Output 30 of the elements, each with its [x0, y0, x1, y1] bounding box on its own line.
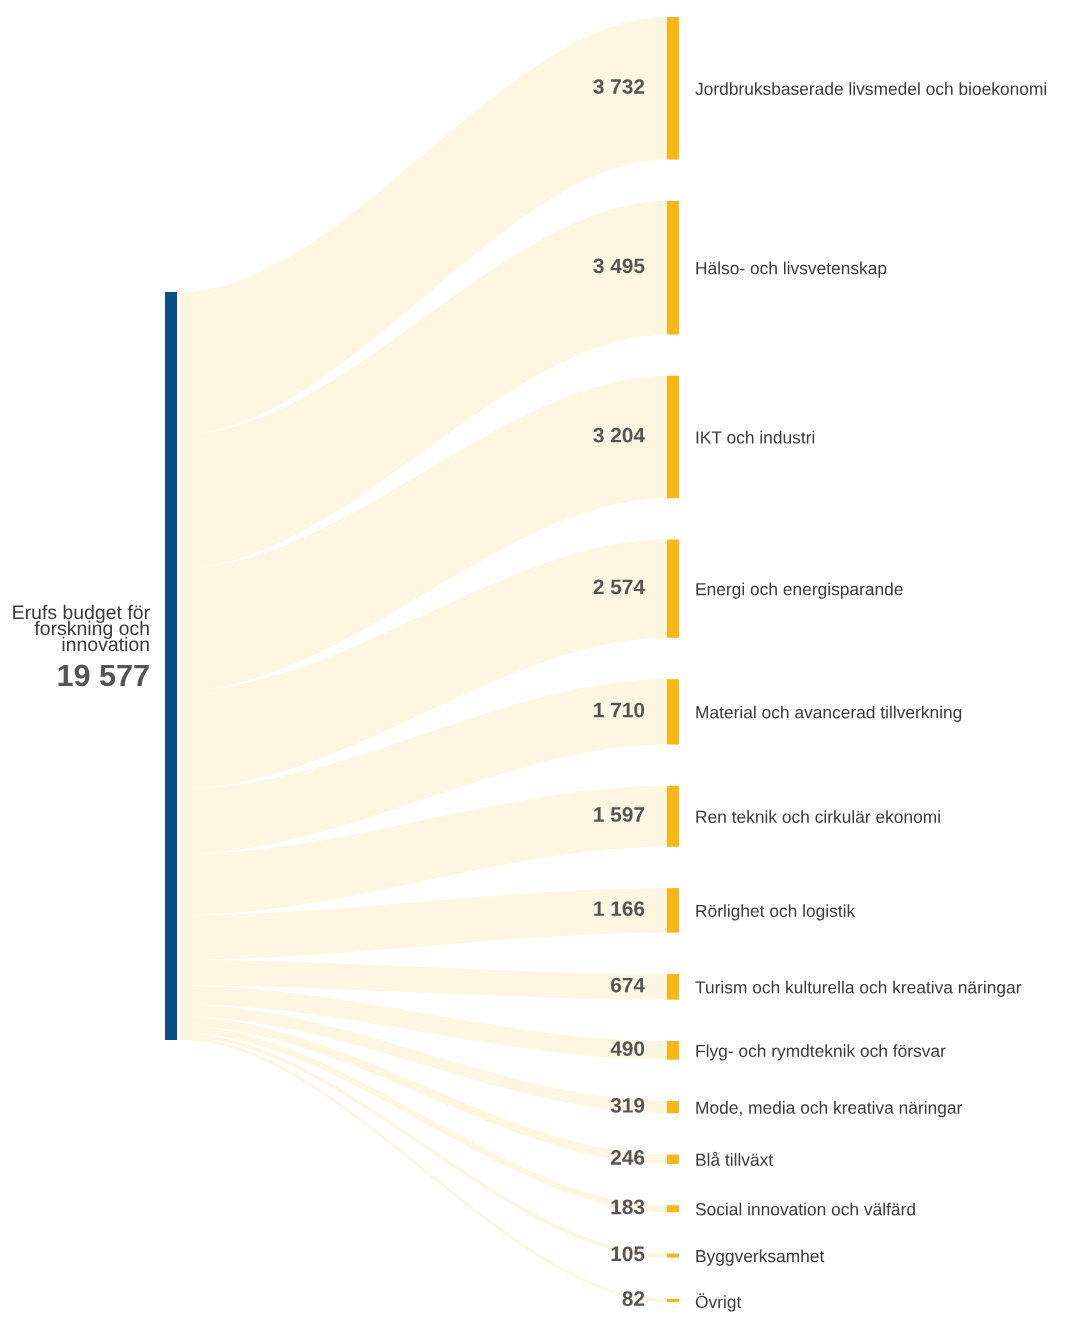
- category-label: Material och avancerad tillverkning: [696, 705, 962, 722]
- text: 19 577: [58, 664, 149, 687]
- data-label: 246: [610, 1150, 645, 1165]
- data-label: 1 597: [594, 807, 645, 822]
- data-label: 674: [611, 977, 645, 993]
- data-label: 105: [611, 1246, 645, 1262]
- data-label: 490: [610, 1041, 645, 1056]
- data-label: 1 166: [594, 901, 645, 916]
- category-label: Byggverksamhet: [696, 1249, 825, 1266]
- category-label: Ren teknik och cirkulär ekonomi: [696, 810, 940, 823]
- text: Erufs budget för forskning och innovation: [13, 604, 150, 652]
- data-label: 183: [611, 1199, 645, 1215]
- category-label: Blå tillväxt: [696, 1151, 774, 1166]
- category-label: IKT och industri: [696, 430, 815, 444]
- category-label: Turism och kulturella och kreativa näringar: [695, 980, 1022, 997]
- data-label: 82: [622, 1291, 645, 1307]
- category-label: Jordbruksbaserade livsmedel och bioekonomi: [695, 82, 1047, 95]
- data-label: 3 732: [593, 79, 645, 94]
- category-label: Energi och energisparande: [696, 582, 903, 599]
- category-label: Flyg- och rymdteknik och försvar: [696, 1044, 946, 1061]
- category-label: Social innovation och välfärd: [695, 1202, 915, 1216]
- data-label: 319: [610, 1097, 645, 1113]
- category-label: Rörlighet och logistik: [696, 904, 856, 921]
- data-label: 2 574: [593, 579, 645, 595]
- category-label: Hälso- och livsvetenskap: [696, 261, 887, 278]
- data-label: 3 204: [593, 427, 645, 443]
- data-label: 1 710: [594, 702, 645, 718]
- category-label: Mode, media och kreativa näringar: [696, 1101, 963, 1118]
- category-label: Övrigt: [695, 1293, 742, 1312]
- data-label: 3 495: [593, 258, 645, 274]
